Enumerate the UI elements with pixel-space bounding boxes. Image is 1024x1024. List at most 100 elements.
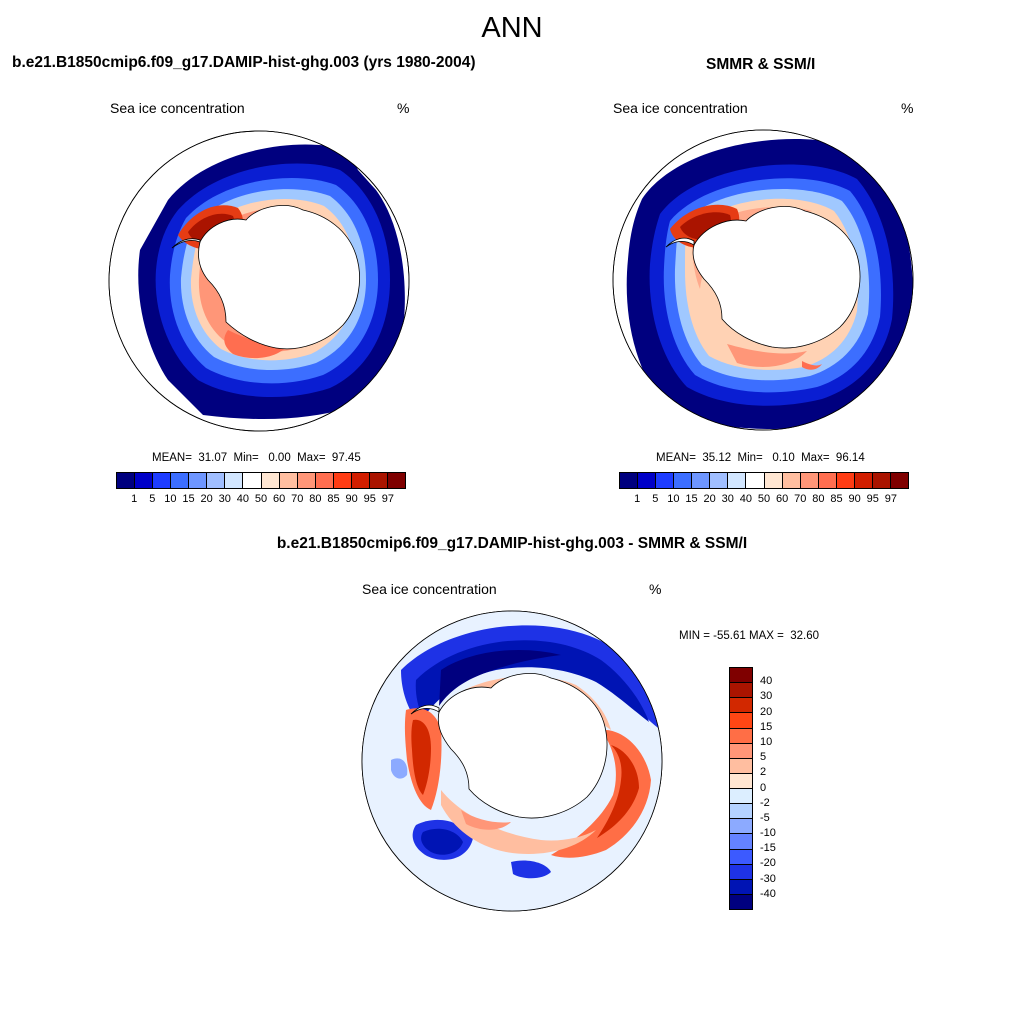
colorbar-tick-label: 5 xyxy=(652,493,659,505)
colorbar-swatch xyxy=(730,743,752,759)
colorbar-swatch xyxy=(207,473,226,488)
colorbar-tick-label: 95 xyxy=(363,493,376,505)
colorbar-swatch xyxy=(730,728,752,744)
colorbar-tick-label: 70 xyxy=(794,493,807,505)
panel2-colorbar-labels: 1 5 10 15 20 30 40 50 60 70 80 85 90 95 97 xyxy=(619,493,909,507)
page-title: ANN xyxy=(481,12,543,44)
colorbar-tick-label: 60 xyxy=(776,493,789,505)
colorbar-tick-label: 85 xyxy=(327,493,340,505)
colorbar-tick-label: 10 xyxy=(667,493,680,505)
colorbar-tick-label: 10 xyxy=(760,735,773,748)
colorbar-swatch xyxy=(782,473,801,488)
panel1-polar-map xyxy=(108,130,410,432)
colorbar-tick-label: -20 xyxy=(760,857,776,870)
colorbar-swatch xyxy=(692,473,711,488)
colorbar-swatch xyxy=(656,473,675,488)
colorbar-tick-label: 1 xyxy=(634,493,641,505)
colorbar-tick-label: 90 xyxy=(848,493,861,505)
colorbar-swatch xyxy=(818,473,837,488)
panel3-title: b.e21.B1850cmip6.f09_g17.DAMIP-hist-ghg.… xyxy=(276,535,748,552)
colorbar-tick-label: 50 xyxy=(254,493,268,505)
colorbar-tick-label: 40 xyxy=(236,493,249,505)
colorbar-swatch xyxy=(746,473,765,488)
colorbar-swatch xyxy=(730,804,752,820)
colorbar-swatch xyxy=(674,473,693,488)
colorbar-tick-label: 5 xyxy=(760,751,767,764)
colorbar-tick-label: -30 xyxy=(760,872,776,885)
colorbar-swatch xyxy=(730,789,752,805)
colorbar-swatch xyxy=(225,473,244,488)
colorbar-tick-label: -5 xyxy=(760,811,770,824)
panel1-units-label: % xyxy=(397,100,410,116)
colorbar-swatch xyxy=(728,473,747,488)
colorbar-swatch xyxy=(730,819,752,835)
colorbar-swatch xyxy=(730,849,752,865)
colorbar-swatch xyxy=(297,473,316,488)
colorbar-swatch xyxy=(730,864,752,880)
colorbar-tick-label: -10 xyxy=(760,827,776,840)
panel1-title: b.e21.B1850cmip6.f09_g17.DAMIP-hist-ghg.… xyxy=(12,54,476,71)
panel2-variable-label: Sea ice concentration xyxy=(613,100,748,116)
colorbar-tick-label: 20 xyxy=(703,493,716,505)
colorbar-swatch xyxy=(730,879,752,895)
colorbar-tick-label: 15 xyxy=(685,493,698,505)
colorbar-tick-label: 95 xyxy=(866,493,879,505)
colorbar-tick-label: 97 xyxy=(884,493,897,505)
colorbar-tick-label: 60 xyxy=(273,493,286,505)
colorbar-swatch xyxy=(730,758,752,774)
colorbar-tick-label: 20 xyxy=(200,493,213,505)
colorbar-swatch xyxy=(638,473,657,488)
panel3-stats: MIN = -55.61 MAX = 32.60 xyxy=(679,630,819,642)
colorbar-tick-label: -40 xyxy=(760,887,776,900)
panel1-stats: MEAN= 31.07 Min= 0.00 Max= 97.45 xyxy=(152,452,361,464)
colorbar-tick-label: 85 xyxy=(830,493,843,505)
panel1-colorbar xyxy=(116,472,406,489)
colorbar-swatch xyxy=(730,773,752,789)
colorbar-swatch xyxy=(890,473,908,488)
colorbar-swatch xyxy=(369,473,388,488)
colorbar-swatch xyxy=(800,473,819,488)
colorbar-swatch xyxy=(315,473,334,488)
panel2-polar-map xyxy=(612,129,914,431)
colorbar-swatch xyxy=(620,473,639,488)
colorbar-swatch xyxy=(117,473,136,488)
panel1-colorbar-labels: 1 5 10 15 20 30 40 50 60 70 80 85 90 95 97 xyxy=(116,493,406,507)
colorbar-swatch xyxy=(153,473,172,488)
colorbar-tick-label: 40 xyxy=(760,675,773,688)
colorbar-swatch xyxy=(279,473,298,488)
colorbar-tick-label: 30 xyxy=(760,690,773,703)
colorbar-swatch xyxy=(333,473,352,488)
colorbar-tick-label: 80 xyxy=(812,493,825,505)
colorbar-swatch xyxy=(243,473,262,488)
colorbar-swatch xyxy=(730,894,752,909)
panel3-colorbar xyxy=(729,667,753,910)
colorbar-tick-label: 40 xyxy=(739,493,752,505)
panel3-variable-label: Sea ice concentration xyxy=(362,581,497,597)
colorbar-tick-label: -2 xyxy=(760,796,770,809)
colorbar-swatch xyxy=(730,683,752,699)
colorbar-tick-label: 70 xyxy=(291,493,304,505)
colorbar-tick-label: 30 xyxy=(218,493,231,505)
colorbar-tick-label: 50 xyxy=(757,493,771,505)
panel3-polar-map xyxy=(361,610,663,912)
colorbar-swatch xyxy=(854,473,873,488)
colorbar-swatch xyxy=(171,473,190,488)
colorbar-swatch xyxy=(351,473,370,488)
colorbar-tick-label: -15 xyxy=(760,842,776,855)
colorbar-tick-label: 15 xyxy=(182,493,195,505)
panel1-variable-label: Sea ice concentration xyxy=(110,100,245,116)
colorbar-swatch xyxy=(764,473,783,488)
colorbar-tick-label: 2 xyxy=(760,766,767,779)
panel3-colorbar-labels: 40 30 20 15 10 5 2 0 -2 -5 -10 -15 -20 -30 -40 xyxy=(760,667,800,910)
panel2-title: SMMR & SSM/I xyxy=(706,56,816,73)
colorbar-swatch xyxy=(730,698,752,714)
colorbar-swatch xyxy=(387,473,405,488)
colorbar-tick-label: 10 xyxy=(164,493,177,505)
colorbar-swatch xyxy=(261,473,280,488)
colorbar-tick-label: 80 xyxy=(309,493,322,505)
colorbar-swatch xyxy=(730,668,752,684)
panel3-units-label: % xyxy=(649,581,662,597)
panel2-colorbar xyxy=(619,472,909,489)
colorbar-tick-label: 97 xyxy=(381,493,394,505)
colorbar-swatch xyxy=(730,713,752,729)
